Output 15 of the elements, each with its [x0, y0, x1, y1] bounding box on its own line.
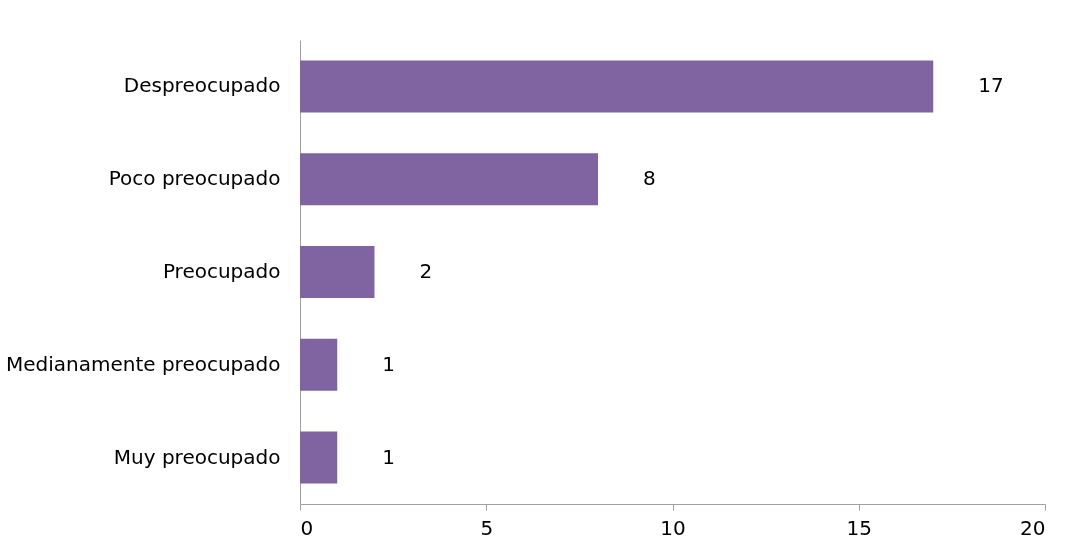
data-label: 1 — [382, 444, 395, 469]
y-tick-label: Preocupado — [162, 259, 281, 283]
x-tick-label: 15 — [846, 515, 872, 540]
data-label: 1 — [382, 351, 395, 376]
y-tick-label: Poco preocupado — [108, 166, 281, 191]
x-tick-label: 20 — [1020, 515, 1046, 540]
x-tick-label: 5 — [480, 515, 494, 540]
data-label: 8 — [643, 166, 656, 191]
y-tick-label: Despreocupado — [123, 73, 281, 98]
x-tick-label: 0 — [300, 515, 314, 540]
data-label: 2 — [419, 259, 433, 283]
x-tick-label: 10 — [660, 515, 686, 540]
data-label: 17 — [978, 73, 1004, 98]
y-tick-label: Medianamente preocupado — [5, 351, 281, 376]
y-tick-label: Muy preocupado — [113, 444, 281, 469]
